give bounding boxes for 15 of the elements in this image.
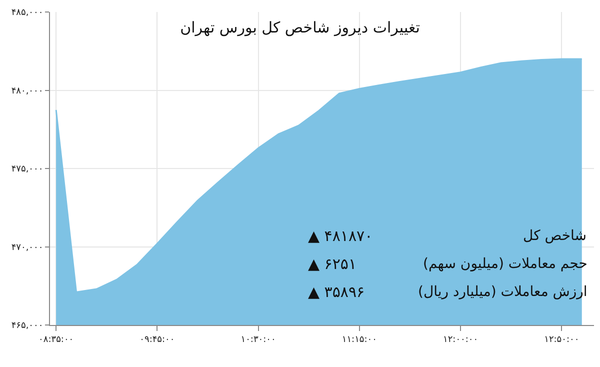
x-tick-label: ۰۹:۴۵:۰۰ [140,334,175,345]
x-tick-label: ۱۲:۰۰:۰۰ [442,334,478,345]
y-tick-label: ۴۸۰,۰۰۰ [11,86,44,96]
annotation: ▲ ۳۵۸۹۶ [308,283,365,301]
x-tick-label: ۱۱:۱۵:۰۰ [342,334,377,345]
annotation: ▲ ۴۸۱۸۷۰ [308,227,373,245]
y-tick-label: ۴۷۵,۰۰۰ [11,164,44,175]
y-tick-label: ۴۷۰,۰۰۰ [11,242,44,253]
text: تغییرات دیروز شاخص کل بورس تهران [180,18,420,37]
x-tick-label: ۱۰:۳۰:۰۰ [240,334,276,345]
x-tick-label: ۱۲:۵۰:۰۰ [544,334,580,345]
y-tick-label: ۴۶۵,۰۰۰ [11,321,44,332]
x-tick-label: ۰۸:۳۵:۰۰ [38,334,74,345]
annotation: ▲ ۶۲۵۱ [308,255,357,273]
y-tick-label: ۴۸۵,۰۰۰ [11,8,44,18]
